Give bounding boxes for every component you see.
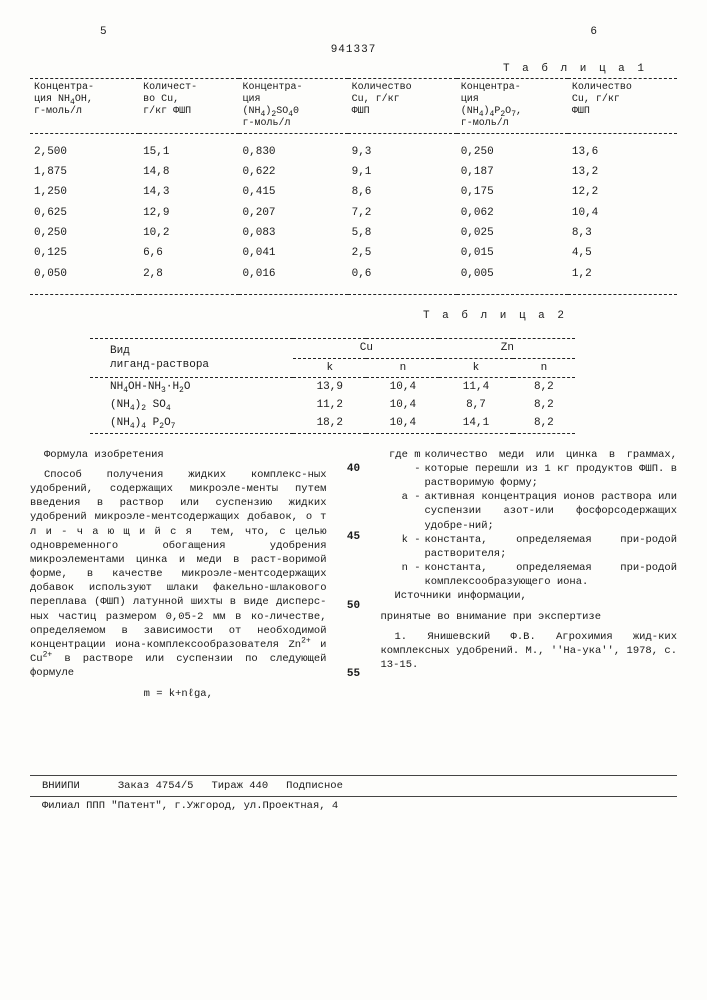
table-row: 0,25010,20,0835,80,0258,3	[30, 223, 677, 243]
table-row: (NH4)2 SO4 11,210,4 8,78,2	[90, 396, 575, 414]
sources-title: Источники информации,	[381, 589, 678, 603]
body-columns: Формула изобретения Способ получения жид…	[30, 448, 677, 705]
t1-h5: КоличествоCu, г/кгФШП	[568, 78, 677, 133]
def-key: n -	[381, 561, 425, 589]
footer-order: Заказ 4754/5	[118, 780, 194, 794]
t1-h3: КоличествоCu, г/кгФШП	[348, 78, 457, 133]
table1-caption: Т а б л и ц а 1	[30, 62, 647, 76]
t1-h1: Количест-во Cu,г/кг ФШП	[139, 78, 238, 133]
line-number: 40	[345, 462, 363, 477]
t2-ligand: (NH4)2 SO4	[90, 396, 293, 414]
page-header: 5 6	[30, 25, 677, 39]
table-row: 1,87514,80,6229,10,18713,2	[30, 162, 677, 182]
table-2: Видлиганд-раствора Cu Zn k n k n NH4OH-N…	[90, 338, 575, 433]
footer-address: Филиал ППП "Патент", г.Ужгород, ул.Проек…	[30, 800, 677, 814]
definitions: где m -количество меди или цинка в грамм…	[381, 448, 678, 590]
t1-h4: Концентра-ция(NH4)4P2O7,г-моль/л	[457, 78, 568, 133]
t1-h2: Концентра-ция(NH4)2SO40г-моль/л	[239, 78, 348, 133]
t2-sub-n: n	[513, 358, 576, 377]
line-number-gutter: 40 45 50 55	[345, 448, 363, 705]
def-k: константа, определяемая при-родой раство…	[425, 533, 678, 561]
table-row: (NH4)4 P2O7 18,210,4 14,18,2	[90, 414, 575, 433]
table-row: 0,0502,80,0160,60,0051,2	[30, 264, 677, 284]
footer-tirazh: Тираж 440	[211, 780, 268, 794]
document-number: 941337	[30, 43, 677, 57]
t2-sub-k: k	[293, 358, 366, 377]
footer-sign: Подписное	[286, 780, 343, 794]
def-key: k -	[381, 533, 425, 561]
right-column: где m -количество меди или цинка в грамм…	[381, 448, 678, 705]
t2-ligand: NH4OH-NH3·H2O	[90, 377, 293, 396]
t2-col-zn: Zn	[439, 339, 575, 358]
footer: ВНИИПИ Заказ 4754/5 Тираж 440 Подписное …	[30, 775, 677, 814]
t2-sub-k: k	[439, 358, 512, 377]
line-number: 55	[345, 667, 363, 682]
table-row: 1,25014,30,4158,60,17512,2	[30, 182, 677, 202]
line-number: 45	[345, 530, 363, 545]
footer-org: ВНИИПИ	[42, 780, 80, 794]
t2-col-cu: Cu	[293, 339, 439, 358]
def-key: где m -	[381, 448, 425, 491]
table-row: 2,50015,10,8309,30,25013,6	[30, 142, 677, 162]
line-number: 50	[345, 599, 363, 614]
col-left-number: 5	[100, 25, 107, 39]
left-column: Формула изобретения Способ получения жид…	[30, 448, 327, 705]
sources-sub: принятые во внимание при экспертизе	[381, 610, 678, 624]
t1-h0: Концентра-ция NH4OH,г-моль/л	[30, 78, 139, 133]
formula: m = k+nℓga,	[30, 687, 327, 701]
table-row: 0,62512,90,2077,20,06210,4	[30, 203, 677, 223]
reference-1: 1. Янишевский Ф.В. Агрохимия жид-ких ком…	[381, 630, 678, 673]
t2-sub-n: n	[366, 358, 439, 377]
def-key: a -	[381, 490, 425, 533]
table-row: 0,1256,60,0412,50,0154,5	[30, 243, 677, 263]
def-a: активная концентрация ионов раствора или…	[425, 490, 678, 533]
table-row: NH4OH-NH3·H2O 13,910,4 11,48,2	[90, 377, 575, 396]
table2-caption: Т а б л и ц а 2	[30, 309, 567, 323]
left-paragraph: Способ получения жидких комплекс-ных удо…	[30, 468, 327, 681]
def-m: количество меди или цинка в граммах, кот…	[425, 448, 678, 491]
t2-col-ligand: Видлиганд-раствора	[90, 339, 293, 378]
table-1: Концентра-ция NH4OH,г-моль/л Количест-во…	[30, 78, 677, 295]
def-n: константа, определяемая при-родой компле…	[425, 561, 678, 589]
t2-ligand: (NH4)4 P2O7	[90, 414, 293, 433]
col-right-number: 6	[590, 25, 597, 39]
formula-title: Формула изобретения	[30, 448, 327, 462]
